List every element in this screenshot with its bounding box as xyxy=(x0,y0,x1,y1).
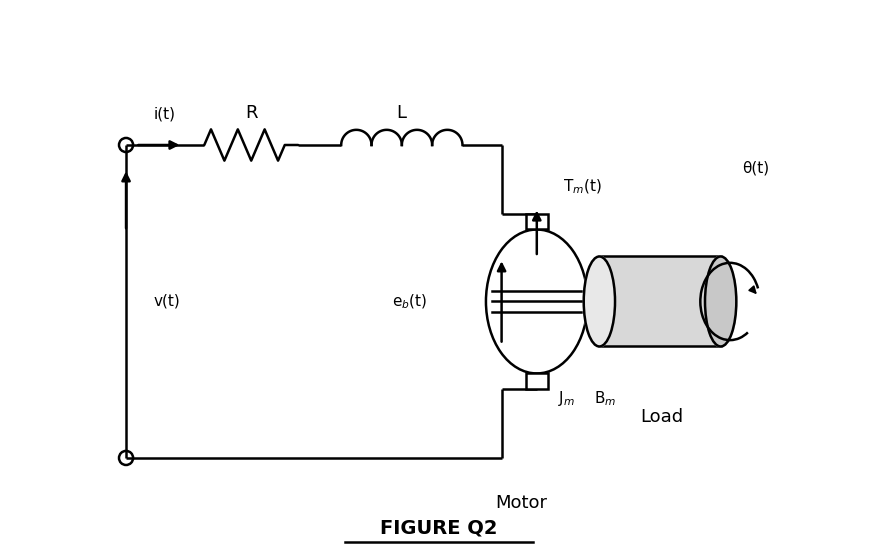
Text: T$_m$(t): T$_m$(t) xyxy=(562,177,601,196)
Text: Load: Load xyxy=(639,408,683,426)
Text: FIGURE Q2: FIGURE Q2 xyxy=(380,519,497,538)
Ellipse shape xyxy=(583,256,614,346)
Text: J$_m$: J$_m$ xyxy=(557,389,574,408)
Text: R: R xyxy=(245,103,257,122)
Text: i(t): i(t) xyxy=(153,107,175,122)
Text: L: L xyxy=(396,103,406,122)
Ellipse shape xyxy=(704,256,736,346)
Text: Motor: Motor xyxy=(495,494,546,512)
Text: v(t): v(t) xyxy=(153,294,180,309)
FancyBboxPatch shape xyxy=(525,374,547,389)
FancyBboxPatch shape xyxy=(599,256,720,346)
Text: e$_b$(t): e$_b$(t) xyxy=(391,292,427,311)
Text: B$_m$: B$_m$ xyxy=(593,389,616,408)
Text: θ(t): θ(t) xyxy=(741,161,768,176)
FancyBboxPatch shape xyxy=(525,214,547,230)
